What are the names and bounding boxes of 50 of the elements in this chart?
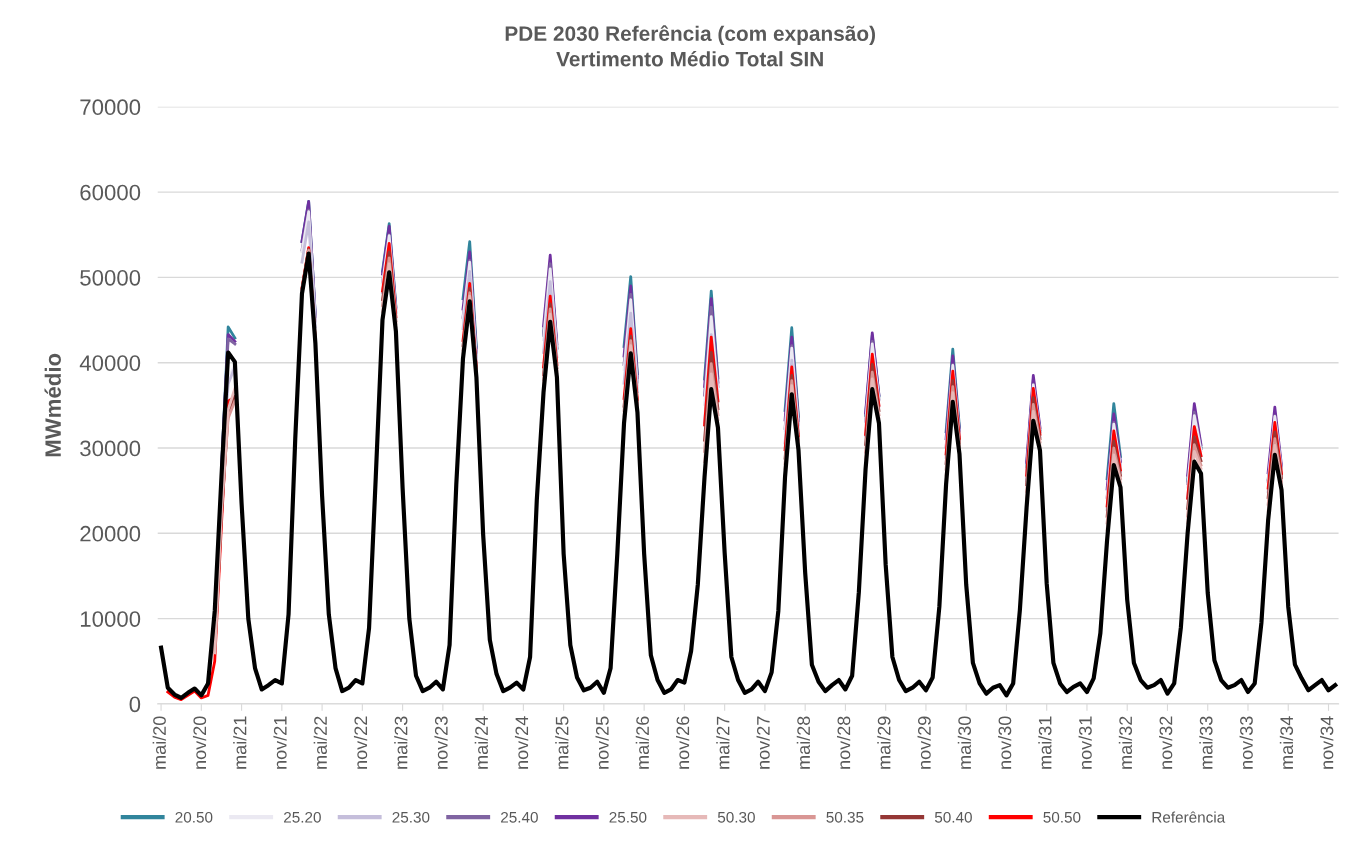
legend-label: 25.20 — [284, 811, 321, 823]
x-tick-label: nov/20 — [192, 716, 207, 769]
y-tick-label: 40000 — [79, 355, 141, 371]
x-tick-label: mai/28 — [796, 716, 811, 769]
x-tick-label: mai/21 — [233, 716, 247, 769]
x-tick-label: nov/25 — [595, 716, 609, 769]
x-tick-label: mai/33 — [1199, 716, 1213, 769]
legend-label: 25.50 — [609, 811, 647, 823]
x-tick-label: nov/30 — [998, 716, 1012, 769]
x-tick-label: mai/34 — [1279, 716, 1294, 769]
x-tick-label: mai/25 — [555, 716, 569, 769]
x-tick-label: mai/31 — [1038, 716, 1052, 769]
x-tick-label: mai/32 — [1118, 716, 1133, 769]
x-tick-label: mai/20 — [152, 716, 166, 769]
legend-label: 25.30 — [392, 811, 430, 823]
legend-label: 50.30 — [717, 811, 755, 823]
x-tick-label: nov/22 — [353, 716, 368, 769]
x-tick-label: mai/30 — [957, 716, 972, 769]
y-tick-label: 50000 — [80, 269, 141, 286]
y-tick-label: 20000 — [80, 525, 141, 542]
x-tick-label: mai/22 — [313, 716, 327, 769]
legend-label: 50.40 — [934, 811, 972, 823]
y-tick-label: 30000 — [80, 440, 141, 457]
x-tick-label: nov/34 — [1320, 716, 1334, 769]
x-tick-label: mai/27 — [716, 716, 730, 769]
x-tick-label: nov/29 — [917, 716, 931, 769]
legend-label: 50.35 — [826, 811, 864, 823]
legend-label: 20.50 — [175, 811, 213, 823]
legend-label: 50.50 — [1043, 811, 1081, 823]
x-tick-label: nov/33 — [1239, 716, 1253, 769]
x-tick-label: mai/23 — [394, 716, 408, 769]
x-tick-label: nov/24 — [514, 716, 529, 769]
x-tick-label: nov/31 — [1078, 716, 1092, 769]
legend-label: 25.40 — [501, 811, 538, 823]
x-tick-label: nov/27 — [756, 716, 770, 769]
x-tick-label: mai/24 — [474, 716, 488, 769]
x-tick-label: mai/29 — [877, 716, 891, 769]
chart-title: PDE 2030 Referência (com expansão) Vertimento Médio Total SIN — [505, 25, 875, 67]
x-tick-label: nov/21 — [273, 716, 287, 769]
y-tick-label: 70000 — [80, 99, 141, 116]
y-tick-label: 60000 — [80, 184, 141, 201]
y-tick-label: 10000 — [80, 611, 141, 627]
x-tick-label: nov/28 — [837, 716, 851, 769]
x-tick-label: nov/23 — [434, 716, 448, 769]
x-tick-label: nov/32 — [1159, 716, 1173, 769]
legend-label: Referência — [1152, 811, 1226, 823]
x-tick-label: nov/26 — [675, 716, 690, 769]
x-tick-label: mai/26 — [635, 716, 649, 769]
y-tick-label: 0 — [129, 696, 141, 713]
y-axis-title: MWmédio — [44, 353, 61, 457]
